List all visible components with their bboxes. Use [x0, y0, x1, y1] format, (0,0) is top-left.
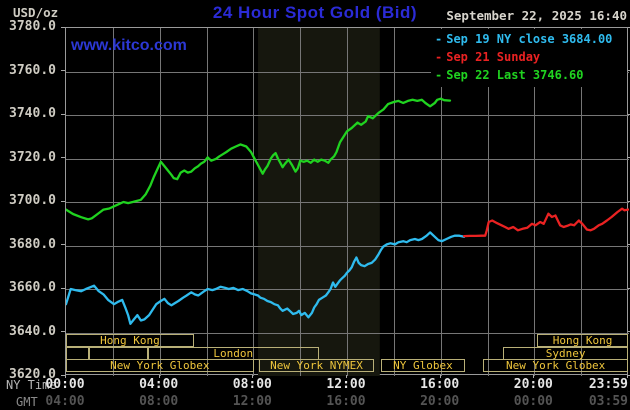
y-tick-label: 3700.0: [9, 193, 56, 208]
x-tick-label-nytime: 12:00: [326, 377, 366, 392]
y-tick-mark: [61, 70, 65, 71]
session-box: [88, 346, 148, 360]
y-tick-mark: [61, 244, 65, 245]
chart-title: 24 Hour Spot Gold (Bid): [212, 3, 418, 22]
x-tick-mark: [346, 375, 347, 378]
y-tick-mark: [628, 244, 630, 245]
y-tick-mark: [628, 287, 630, 289]
y-tick-mark: [61, 374, 65, 376]
y-tick-label: 3640.0: [9, 323, 56, 339]
x-tick-label-nytime: 00:00: [45, 377, 85, 392]
x-tick-mark: [252, 375, 253, 378]
y-tick-mark: [628, 26, 630, 28]
session-box: London: [148, 346, 319, 360]
session-box: New York Globex: [66, 359, 254, 372]
session-box-label: New York Globex: [505, 359, 606, 372]
y-tick-mark: [61, 331, 65, 332]
y-tick-label: 3620.0: [9, 367, 56, 382]
session-box-label: New York Globex: [110, 359, 210, 372]
x-tick-label-gmt: 00:00: [513, 394, 553, 409]
y-tick-label: 3740.0: [9, 106, 56, 121]
session-box-label: Hong Kong: [100, 334, 160, 347]
x-tick-label-nytime: 16:00: [420, 377, 460, 392]
series-line-sep19: [66, 231, 466, 325]
session-box: New York NYMEX: [258, 359, 375, 372]
legend-label: Sep 21 Sunday: [446, 50, 541, 64]
legend-item: - Sep 22 Last 3746.60: [431, 66, 627, 84]
session-box-label: Hong Kong: [552, 334, 613, 347]
session-box: [66, 346, 89, 360]
x-tick-label-gmt: 04:00: [45, 394, 85, 409]
series-line-sep21: [462, 207, 629, 238]
x-tick-mark: [533, 375, 534, 378]
y-tick-label: 3680.0: [9, 236, 56, 252]
x-tick-mark: [159, 375, 160, 378]
y-tick-mark: [61, 157, 65, 158]
y-tick-label: 3660.0: [9, 280, 56, 295]
session-box: NY Globex: [380, 359, 466, 372]
x-tick-label-gmt: 12:00: [232, 394, 272, 409]
chart-canvas: [66, 28, 629, 376]
x-tick-label-gmt: 08:00: [139, 394, 179, 409]
y-axis-unit-label: USD/oz: [13, 5, 59, 20]
x-tick-label-gmt: 20:00: [420, 394, 460, 409]
session-box-label: NY Globex: [393, 359, 453, 372]
session-box: Hong Kong: [537, 334, 628, 347]
y-tick-mark: [61, 26, 65, 28]
y-tick-mark: [628, 70, 630, 71]
y-tick-mark: [61, 200, 65, 202]
x-tick-label-nytime: 08:00: [232, 377, 272, 392]
x-tick-label-gmt: 03:59: [588, 394, 628, 409]
y-tick-mark: [628, 331, 630, 332]
session-box-label: New York NYMEX: [270, 359, 363, 372]
x-tick-label-nytime: 23:59: [588, 377, 628, 392]
legend-label: Sep 19 NY close 3684.00: [446, 32, 613, 46]
session-box: Sydney: [503, 346, 628, 360]
y-tick-label: 3780.0: [9, 19, 56, 34]
legend-marker: -: [435, 32, 443, 46]
legend-marker: -: [435, 50, 443, 64]
kitco-watermark-link[interactable]: www.kitco.com: [71, 37, 187, 54]
x-tick-mark: [627, 375, 628, 378]
legend-marker: -: [435, 68, 443, 82]
y-tick-mark: [628, 200, 630, 202]
session-box: New York Globex: [483, 359, 628, 372]
y-tick-mark: [61, 287, 65, 289]
y-tick-label: 3720.0: [9, 149, 56, 165]
y-tick-mark: [628, 374, 630, 376]
x-axis-gmt-label: GMT: [16, 395, 38, 409]
x-tick-label-gmt: 16:00: [326, 394, 366, 409]
y-tick-label: 3760.0: [9, 62, 56, 78]
x-tick-mark: [65, 375, 66, 378]
y-tick-mark: [61, 113, 65, 115]
legend-item: - Sep 21 Sunday: [431, 48, 627, 66]
session-box: Hong Kong: [66, 334, 194, 347]
x-tick-mark: [440, 375, 441, 378]
series-line-sep22: [66, 97, 452, 221]
x-tick-label-nytime: 04:00: [139, 377, 179, 392]
y-tick-mark: [628, 157, 630, 158]
y-tick-mark: [628, 113, 630, 115]
legend-item: - Sep 19 NY close 3684.00: [431, 30, 627, 48]
chart-datetime: September 22, 2025 16:40: [446, 8, 627, 23]
legend: - Sep 19 NY close 3684.00- Sep 21 Sunday - S…: [431, 29, 627, 87]
session-box-label: Sydney: [545, 346, 586, 360]
x-tick-label-nytime: 20:00: [513, 377, 553, 392]
legend-label: Sep 22 Last 3746.60: [446, 68, 584, 82]
x-axis-nytime-label: NY Time: [6, 378, 57, 392]
session-box-label: London: [213, 346, 254, 360]
